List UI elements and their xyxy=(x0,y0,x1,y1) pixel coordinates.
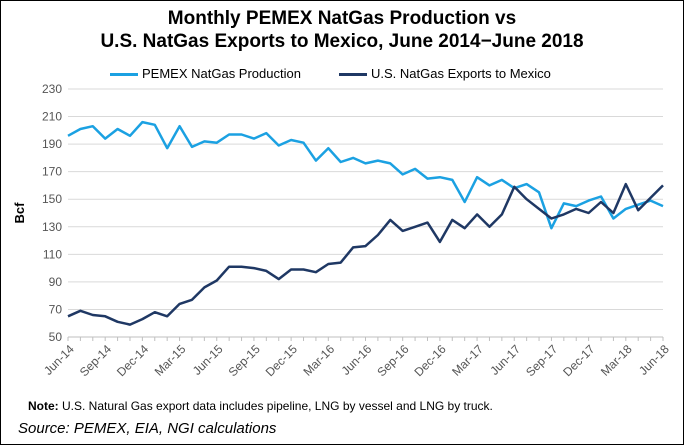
series-line-exports xyxy=(67,182,664,326)
y-tick-label: 150 xyxy=(42,192,62,206)
series-line-pemex xyxy=(67,120,664,230)
x-tick-label: Dec-15 xyxy=(263,342,300,379)
chart-legend: PEMEX NatGas Production U.S. NatGas Expo… xyxy=(0,65,684,83)
x-tick-label: Jun-15 xyxy=(190,342,226,378)
x-tick-label: Mar-16 xyxy=(300,342,337,379)
y-tick-label: 170 xyxy=(42,165,62,179)
footnote-label: Note: xyxy=(28,399,59,413)
x-tick-label: Sep-17 xyxy=(523,342,560,379)
footnote-text: U.S. Natural Gas export data includes pi… xyxy=(58,399,493,413)
y-tick-label: 230 xyxy=(42,82,62,96)
legend-swatch-pemex xyxy=(110,73,138,76)
x-tick-label: Mar-15 xyxy=(152,342,189,379)
y-tick-label: 50 xyxy=(49,330,63,344)
x-tick-label: Jun-17 xyxy=(487,342,523,378)
y-tick-label: 210 xyxy=(42,110,62,124)
chart-title-line2: U.S. NatGas Exports to Mexico, June 2014… xyxy=(100,31,584,52)
chart-grid xyxy=(68,88,663,310)
x-tick-label: Jun-16 xyxy=(339,342,375,378)
y-tick-label: 190 xyxy=(42,137,62,151)
chart-title-line1: Monthly PEMEX NatGas Production vs xyxy=(167,8,517,29)
chart-title: Monthly PEMEX NatGas Production vs U.S. … xyxy=(0,7,684,53)
x-tick-label: Jun-14 xyxy=(41,342,77,378)
y-axis-label: Bcf xyxy=(12,202,27,224)
x-tick-label: Sep-15 xyxy=(226,342,263,379)
legend-label-pemex: PEMEX NatGas Production xyxy=(142,66,301,81)
x-tick-label: Mar-17 xyxy=(449,342,486,379)
y-tick-label: 70 xyxy=(49,302,63,316)
legend-swatch-exports xyxy=(339,73,367,76)
x-tick-label: Sep-16 xyxy=(374,342,411,379)
x-tick-label: Dec-16 xyxy=(412,342,449,379)
x-tick-label: Dec-17 xyxy=(560,342,597,379)
y-tick-label: 110 xyxy=(43,247,62,261)
x-tick-label: Sep-14 xyxy=(77,342,114,379)
source-caption: Source: PEMEX, EIA, NGI calculations xyxy=(18,420,277,437)
legend-label-exports: U.S. NatGas Exports to Mexico xyxy=(371,66,551,81)
y-tick-label: 90 xyxy=(49,275,63,289)
x-tick-label: Jun-18 xyxy=(636,342,672,378)
footnote: Note: U.S. Natural Gas export data inclu… xyxy=(28,399,493,413)
y-tick-label: 130 xyxy=(42,220,62,234)
x-tick-label: Mar-18 xyxy=(598,342,635,379)
x-tick-label: Dec-14 xyxy=(114,342,151,379)
chart-series xyxy=(67,120,664,326)
